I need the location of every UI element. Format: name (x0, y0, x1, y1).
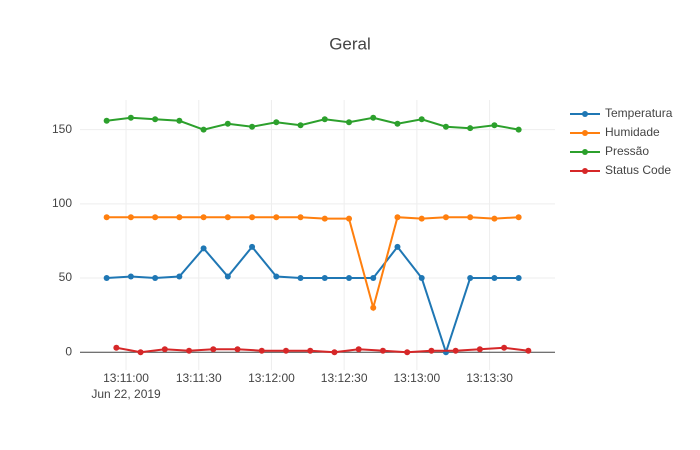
data-point (307, 347, 314, 354)
data-point (321, 215, 328, 222)
data-point (297, 214, 304, 221)
data-point (452, 347, 459, 354)
data-point (297, 275, 304, 282)
data-point (515, 275, 522, 282)
data-point (418, 116, 425, 123)
data-point (346, 275, 353, 282)
data-point (273, 119, 280, 126)
data-point (200, 214, 207, 221)
data-point (515, 126, 522, 133)
data-point (152, 275, 159, 282)
data-point (161, 346, 168, 353)
data-point (176, 273, 183, 280)
data-point (127, 273, 134, 280)
data-point (476, 346, 483, 353)
data-point (442, 123, 449, 130)
data-point (418, 275, 425, 282)
legend-label: Status Code (605, 163, 671, 177)
data-point (379, 347, 386, 354)
data-point (491, 215, 498, 222)
data-point (176, 214, 183, 221)
data-point (467, 275, 474, 282)
x-date-label: Jun 22, 2019 (91, 387, 161, 401)
data-point (525, 347, 532, 354)
x-tick-label: 13:13:00 (394, 371, 441, 385)
data-point (331, 349, 338, 356)
data-point (515, 214, 522, 221)
data-point (176, 117, 183, 124)
series-line (106, 245, 519, 356)
legend-label: Temperatura (605, 106, 673, 120)
data-point (370, 114, 377, 121)
chart-title: Geral (329, 34, 371, 53)
data-point (224, 273, 231, 280)
data-point (491, 122, 498, 129)
data-point (442, 214, 449, 221)
x-tick-label: 13:13:30 (466, 371, 513, 385)
data-point (394, 243, 401, 250)
data-point (152, 214, 159, 221)
data-point (355, 346, 362, 353)
y-tick-label: 150 (52, 122, 72, 136)
data-point (501, 344, 508, 351)
data-point (249, 243, 256, 250)
legend-marker (582, 111, 588, 117)
data-point (394, 214, 401, 221)
data-point (234, 346, 241, 353)
data-point (137, 349, 144, 356)
y-tick-label: 100 (52, 196, 72, 210)
data-point (249, 123, 256, 130)
data-point (113, 344, 120, 351)
data-point (321, 275, 328, 282)
data-point (467, 125, 474, 132)
series-line (106, 216, 519, 312)
data-point (249, 214, 256, 221)
data-point (273, 273, 280, 280)
data-point (127, 114, 134, 121)
data-point (346, 119, 353, 126)
legend-label: Humidade (605, 125, 660, 139)
x-tick-label: 13:11:30 (176, 371, 222, 385)
x-tick-label: 13:12:30 (321, 371, 368, 385)
legend-marker (582, 130, 588, 136)
x-tick-label: 13:12:00 (248, 371, 295, 385)
y-tick-label: 0 (65, 344, 72, 358)
data-point (467, 214, 474, 221)
data-point (282, 347, 289, 354)
series-line (106, 116, 519, 131)
data-point (394, 120, 401, 127)
data-point (103, 214, 110, 221)
y-tick-label: 50 (59, 270, 73, 284)
data-point (297, 122, 304, 129)
data-point (210, 346, 217, 353)
data-point (370, 275, 377, 282)
data-point (346, 215, 353, 222)
data-point (200, 126, 207, 133)
series-line (116, 346, 529, 354)
data-point (491, 275, 498, 282)
data-point (127, 214, 134, 221)
data-point (370, 304, 377, 311)
data-point (404, 349, 411, 356)
data-point (258, 347, 265, 354)
legend-marker (582, 168, 588, 174)
data-point (224, 120, 231, 127)
data-point (418, 215, 425, 222)
data-point (321, 116, 328, 123)
data-point (152, 116, 159, 123)
x-tick-label: 13:11:00 (103, 371, 149, 385)
data-point (186, 347, 193, 354)
legend-label: Pressão (605, 144, 649, 158)
data-point (103, 275, 110, 282)
legend-marker (582, 149, 588, 155)
data-point (200, 245, 207, 252)
data-point (103, 117, 110, 124)
data-point (224, 214, 231, 221)
data-point (428, 347, 435, 354)
data-point (273, 214, 280, 221)
